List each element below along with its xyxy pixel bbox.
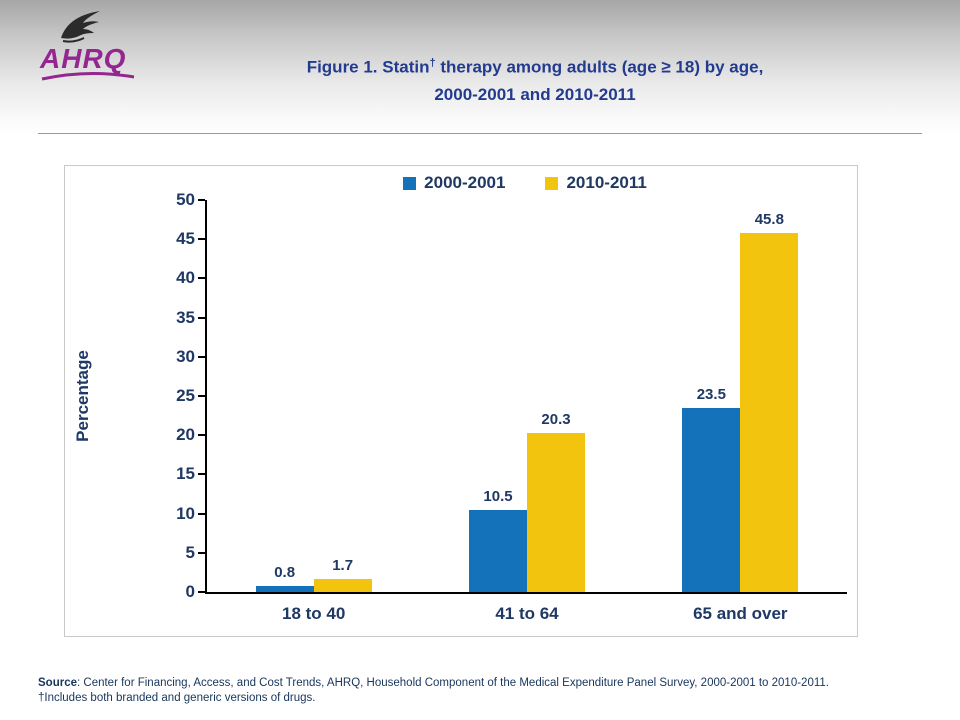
bar-2000-2001-65-and-over [682, 407, 741, 592]
y-tick-label-30: 30 [176, 346, 195, 366]
y-tick-mark [198, 551, 205, 554]
y-tick-label-35: 35 [176, 307, 195, 327]
y-tick-mark [198, 355, 205, 358]
hhs-eagle-icon [61, 11, 100, 43]
y-tick-mark [198, 512, 205, 515]
y-tick-label-50: 50 [176, 190, 195, 209]
legend-swatch-2010-2011 [545, 176, 559, 190]
footer: Source: Center for Financing, Access, an… [38, 676, 938, 706]
plot-area: 0 5 10 15 20 25 30 35 40 45 50 0.8 1.7 18 to 40 10.5 20… [176, 190, 847, 623]
y-tick-label-40: 40 [176, 268, 195, 288]
y-tick-mark [198, 277, 205, 280]
source-line: Source: Center for Financing, Access, an… [38, 676, 938, 691]
y-tick-mark [198, 199, 205, 201]
chart-container: 2000-2001 2010-2011 Percentage 0 5 10 15 20 2… [64, 165, 858, 637]
bar-2010-2011-65-and-over [740, 232, 799, 592]
y-axis-title: Percentage [73, 350, 92, 442]
y-tick-label-20: 20 [176, 425, 195, 445]
title-prefix: Figure 1. Statin [306, 57, 430, 77]
x-category-label-41-to-64: 41 to 64 [495, 604, 559, 623]
value-label-2010-2011-18-to-40: 1.7 [332, 556, 354, 574]
value-label-2000-2001-18-to-40: 0.8 [274, 563, 296, 581]
title-line-2: 2000-2001 and 2010-2011 [434, 84, 636, 104]
legend-label-2000-2001: 2000-2001 [424, 173, 506, 192]
legend-item-2010-2011: 2010-2011 [545, 173, 647, 193]
header-divider-line [38, 133, 922, 134]
y-tick-label-25: 25 [176, 386, 195, 405]
y-tick-mark [198, 473, 205, 476]
header-gradient-band [0, 0, 960, 138]
y-tick-mark [198, 434, 205, 437]
y-tick-label-15: 15 [176, 464, 195, 484]
y-tick-mark [198, 395, 205, 397]
footnote-line: †Includes both branded and generic versi… [38, 692, 316, 704]
value-label-2010-2011-65-and-over: 45.8 [754, 210, 784, 228]
bar-2000-2001-18-to-40 [255, 585, 314, 592]
y-tick-label-45: 45 [176, 229, 195, 249]
source-label: Source [38, 677, 77, 689]
title-dagger: † [429, 57, 436, 69]
ahrq-logo-text: AHRQ [40, 43, 127, 74]
y-tick-mark [198, 591, 205, 593]
title-suffix: therapy among adults (age ≥ 18) by age, [435, 57, 764, 77]
page-title: Figure 1. Statin† therapy among adults (… [120, 50, 950, 108]
value-label-2010-2011-41-to-64: 20.3 [541, 410, 571, 428]
y-tick-label-5: 5 [185, 542, 195, 562]
legend-item-2000-2001: 2000-2001 [403, 173, 505, 193]
y-tick-mark [198, 238, 205, 241]
x-category-label-18-to-40: 18 to 40 [282, 604, 346, 623]
source-text: : Center for Financing, Access, and Cost… [77, 677, 829, 689]
bar-2000-2001-41-to-64 [469, 509, 527, 592]
y-tick-label-0: 0 [185, 582, 195, 601]
legend-swatch-2000-2001 [403, 176, 417, 190]
value-label-2000-2001-41-to-64: 10.5 [483, 487, 513, 505]
ahrq-logo: AHRQ [40, 8, 150, 82]
ahrq-logo-swoosh [41, 71, 135, 81]
x-category-label-65-and-over: 65 and over [693, 604, 788, 623]
y-tick-mark [198, 316, 205, 319]
legend: 2000-2001 2010-2011 [205, 173, 845, 193]
legend-label-2010-2011: 2010-2011 [566, 173, 647, 192]
title-line-1: Figure 1. Statin† therapy among adults (… [120, 50, 950, 81]
value-label-2000-2001-65-and-over: 23.5 [696, 385, 726, 403]
y-tick-label-10: 10 [176, 503, 195, 523]
bar-2010-2011-41-to-64 [527, 432, 585, 592]
bar-2010-2011-18-to-40 [313, 578, 372, 592]
